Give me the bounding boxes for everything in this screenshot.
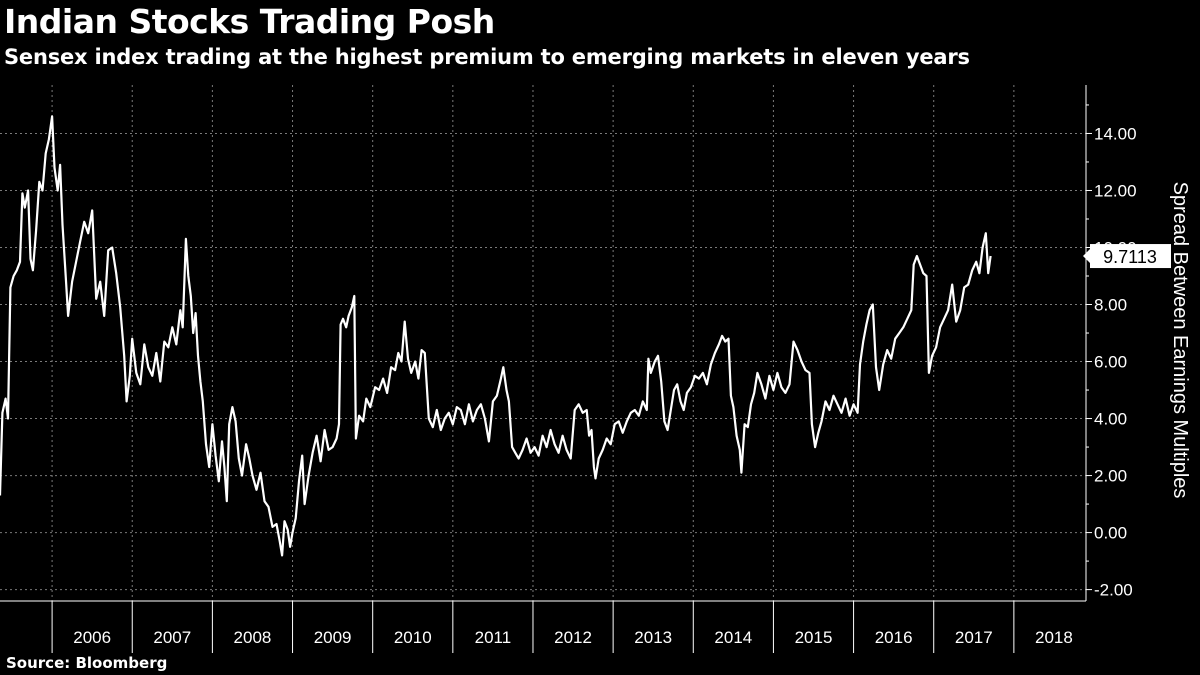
y-tick-label: 14.00 xyxy=(1094,124,1137,143)
y-axis-title: Spread Between Earnings Multiples xyxy=(1169,182,1191,499)
y-tick-label: 12.00 xyxy=(1094,181,1137,200)
last-value-box xyxy=(1090,244,1171,269)
last-value-pointer xyxy=(1083,249,1090,264)
x-tick-label: 2018 xyxy=(1035,628,1073,647)
x-tick-label: 2011 xyxy=(475,628,512,647)
x-tick-label: 2007 xyxy=(153,628,191,647)
x-tick-label: 2009 xyxy=(314,628,352,647)
x-tick-label: 2006 xyxy=(73,628,111,647)
y-tick-label: 4.00 xyxy=(1094,410,1127,429)
y-tick-label: 8.00 xyxy=(1094,296,1127,315)
series-line xyxy=(0,115,992,557)
x-tick-label: 2017 xyxy=(955,628,993,647)
last-value-text: 9.7113 xyxy=(1103,247,1157,267)
chart-subtitle: Sensex index trading at the highest prem… xyxy=(4,45,970,69)
y-tick-label: 0.00 xyxy=(1094,524,1127,543)
series-group xyxy=(0,115,992,557)
x-axis-ticks: 2006 2007 2008 2009 2010 2011 2012 2013 2014 2015… xyxy=(51,601,1073,653)
y-tick-label: 2.00 xyxy=(1094,467,1127,486)
gridlines xyxy=(0,85,1086,601)
x-tick-label: 2013 xyxy=(634,628,672,647)
axes xyxy=(0,85,1087,602)
x-tick-label: 2016 xyxy=(875,628,913,647)
chart-title: Indian Stocks Trading Posh xyxy=(4,2,495,41)
y-tick-label: -2.00 xyxy=(1094,581,1133,600)
x-tick-label: 2008 xyxy=(234,628,272,647)
y-tick-label: 6.00 xyxy=(1094,353,1127,372)
source-note: Source: Bloomberg xyxy=(6,654,168,672)
x-tick-label: 2010 xyxy=(394,628,432,647)
x-tick-label: 2015 xyxy=(795,628,833,647)
x-tick-label: 2012 xyxy=(554,628,592,647)
x-tick-label: 2014 xyxy=(714,628,752,647)
last-value-label: 9.7113 xyxy=(1083,244,1171,269)
